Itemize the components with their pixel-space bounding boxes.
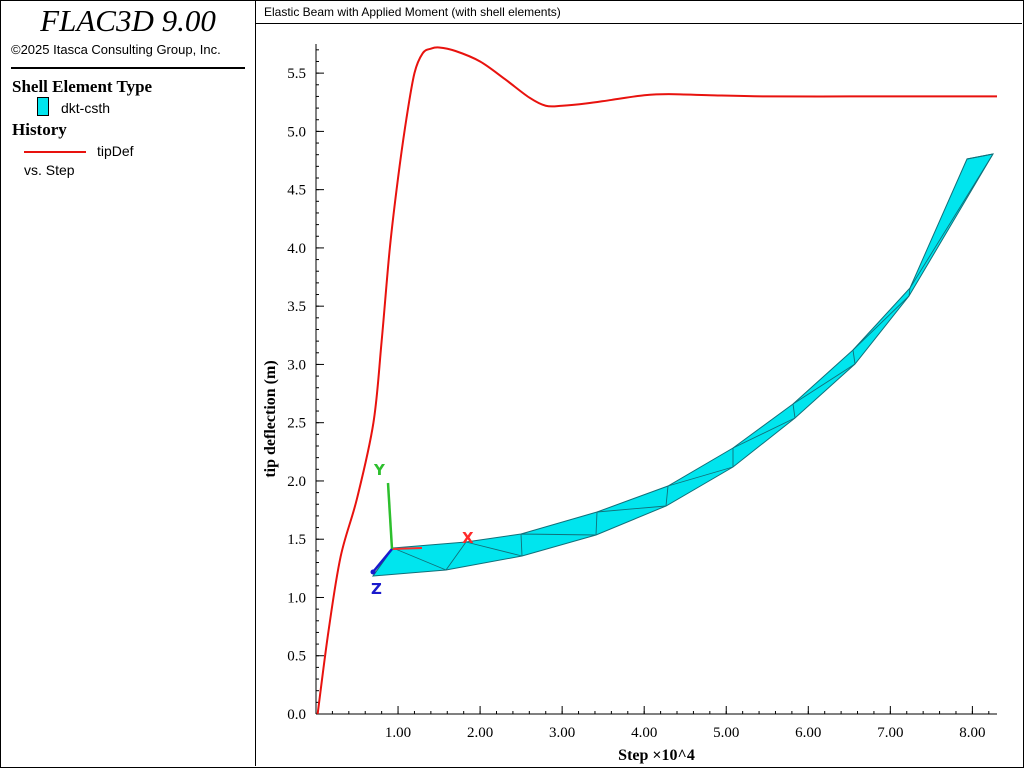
history-vs-label: vs. Step	[24, 162, 75, 178]
y-tick-label: 3.5	[287, 299, 306, 315]
history-series-label: tipDef	[97, 143, 134, 159]
shell-swatch-icon	[37, 97, 49, 116]
x-tick-label: 1.00	[385, 725, 411, 741]
history-plot: 0.0 0.5 1.0 1.5 2.0 2.5 3.0 3.5 4.0 4.5 5.0 5.5 1.00…	[262, 44, 997, 764]
y-tick-label: 1.0	[287, 590, 306, 606]
shell-beam-edges	[372, 153, 994, 577]
triad-z-arm	[372, 548, 393, 573]
plot-title: Elastic Beam with Applied Moment (with s…	[264, 5, 561, 19]
series-layer	[316, 46, 997, 715]
x-axis-label: Step ×10^4	[618, 747, 695, 764]
x-tick-label: 3.00	[549, 725, 575, 741]
x-tick-label: 8.00	[959, 725, 985, 741]
shell-beam-mesh	[371, 153, 994, 577]
triad-z-dot	[370, 569, 376, 575]
x-tick-label: 4.00	[631, 725, 657, 741]
y-tick-label: 1.5	[287, 532, 306, 548]
copyright-text: ©2025 Itasca Consulting Group, Inc.	[11, 42, 221, 57]
shell-element-type-heading: Shell Element Type	[12, 77, 153, 96]
triad-z-label: Z	[371, 580, 382, 598]
y-tick-label: 3.0	[287, 357, 306, 373]
app-title: FLAC3D 9.00	[40, 3, 216, 38]
triad-y-arm	[386, 482, 394, 550]
triad-x-arm	[391, 547, 423, 550]
y-tick-label: 0.5	[287, 649, 306, 665]
history-heading: History	[12, 120, 67, 139]
x-tick-label: 5.00	[713, 725, 739, 741]
y-axis-label: tip deflection (m)	[262, 360, 279, 477]
y-tick-label: 4.0	[287, 241, 306, 257]
triad-y-label: Y	[373, 461, 386, 479]
shell-type-label: dkt-csth	[61, 100, 111, 116]
shell-beam-fill	[373, 154, 993, 576]
x-tick-label: 6.00	[795, 725, 821, 741]
plot-axes: 0.0 0.5 1.0 1.5 2.0 2.5 3.0 3.5 4.0 4.5 5.0 5.5 1.00…	[262, 44, 997, 764]
y-tick-label: 2.5	[287, 416, 306, 432]
x-tick-label: 2.00	[467, 725, 493, 741]
shell-beam-outline	[371, 153, 994, 577]
x-tick-label: 7.00	[877, 725, 903, 741]
legend-divider	[11, 67, 245, 69]
y-tick-label: 2.0	[287, 474, 306, 490]
y-tick-label: 5.5	[287, 66, 306, 82]
legend-panel: FLAC3D 9.00 ©2025 Itasca Consulting Grou…	[1, 1, 256, 766]
history-line-sample-icon	[24, 151, 86, 153]
y-tick-label: 5.0	[287, 124, 306, 140]
y-tick-label: 4.5	[287, 183, 306, 199]
plot-title-bar: Elastic Beam with Applied Moment (with s…	[256, 1, 1022, 24]
axis-triad: X Y Z	[370, 461, 474, 598]
triad-x-label: X	[462, 529, 474, 547]
series-line-tipDef	[316, 46, 997, 715]
y-tick-label: 0.0	[287, 707, 306, 723]
